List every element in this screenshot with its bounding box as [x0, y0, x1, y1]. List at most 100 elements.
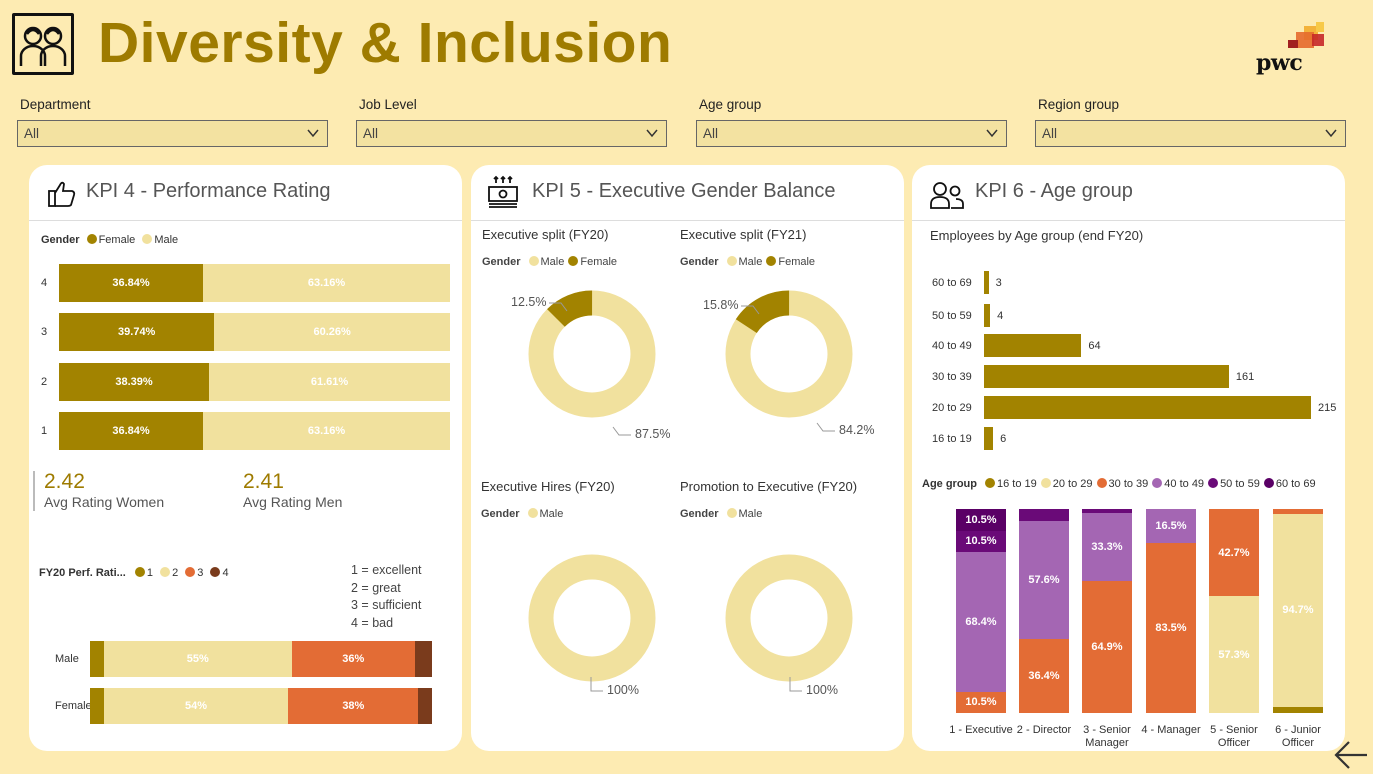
donut-data-label: 84.2%: [839, 423, 875, 437]
chevron-down-icon: [1325, 129, 1337, 138]
avg-rating-women-value: 2.42: [44, 470, 85, 493]
data-label: 38.39%: [115, 376, 153, 388]
legend-dot: [1263, 478, 1274, 488]
donut-title: Executive split (FY20): [482, 227, 609, 242]
bar-rating-4: [418, 688, 432, 724]
age-bar: [984, 427, 994, 450]
legend-r1: 1: [146, 567, 153, 579]
data-label: 68.4%: [965, 615, 997, 628]
legend-item: Female: [778, 256, 816, 268]
legend-dot: [726, 256, 737, 266]
stack-segment: 10.5%: [956, 691, 1006, 713]
pwc-brand-text: pwc: [1256, 50, 1303, 76]
donut-chart: [725, 554, 853, 682]
bar-male: 61.61%: [209, 363, 450, 401]
data-label: 60.26%: [313, 326, 351, 338]
slicer-label: Department: [20, 97, 91, 112]
back-arrow-icon[interactable]: [1333, 740, 1369, 770]
bar-rating-1: [90, 688, 104, 724]
stack-segment: 16.5%: [1146, 509, 1196, 543]
legend-r3-dot: [185, 567, 196, 577]
kpi4-header: KPI 4 - Performance Rating: [29, 165, 462, 221]
legend-r2: 2: [172, 567, 179, 579]
stack-segment: 33.3%: [1082, 512, 1132, 581]
donut-data-label: 15.8%: [703, 298, 739, 312]
kpi5-card: KPI 5 - Executive Gender Balance Executi…: [471, 165, 904, 751]
legend-item: 20 to 29: [1052, 478, 1093, 490]
age-bar-value: 4: [997, 310, 1004, 322]
kpi4-gender-legend: Gender Female Male: [41, 234, 178, 246]
data-label: 83.5%: [1155, 621, 1187, 634]
stack-segment: 36.4%: [1019, 638, 1069, 713]
age-bar: [984, 396, 1311, 419]
legend-title: Gender: [680, 508, 719, 520]
kpi5-title: KPI 5 - Executive Gender Balance: [532, 180, 836, 202]
slicer-dropdown[interactable]: All: [356, 120, 667, 147]
donut-chart: [725, 290, 853, 418]
age-bar-value: 215: [1318, 402, 1337, 414]
data-label: 61.61%: [310, 376, 349, 388]
bar-rating-4: [414, 641, 432, 677]
slicer-value: All: [24, 126, 40, 141]
perf-legend-title: FY20 Perf. Rati...: [39, 567, 126, 579]
stack-segment: 10.5%: [956, 509, 1006, 531]
legend-item: Male: [738, 508, 763, 520]
bar-male: 63.16%: [203, 412, 450, 450]
stack-segment: [1273, 706, 1323, 713]
data-label: 38%: [342, 700, 365, 712]
level-tick-label: 5 - Senior Officer: [1210, 724, 1258, 749]
data-label: 39.74%: [118, 326, 156, 338]
scale-1: 1 = excellent: [351, 563, 422, 577]
legend-dot: [985, 478, 995, 488]
level-tick-label: 6 - Junior Officer: [1275, 724, 1321, 749]
stack-segment: 68.4%: [956, 552, 1006, 692]
slicer-label: Age group: [699, 97, 762, 112]
legend-item: 30 to 39: [1108, 478, 1149, 490]
age-tick-label: 20 to 29: [932, 402, 972, 414]
donut-slice-male: [725, 554, 853, 682]
age-bar: [984, 365, 1229, 388]
donut-slice-female: [528, 290, 656, 418]
data-label: 10.5%: [965, 513, 997, 526]
data-label: 54%: [184, 700, 208, 712]
bar-rating-3: 36%: [291, 641, 415, 677]
legend-dot: [1208, 478, 1219, 488]
age-tick-label: 40 to 49: [932, 340, 972, 352]
data-label: 57.6%: [1028, 573, 1060, 586]
slicer-dropdown[interactable]: All: [1035, 120, 1346, 147]
stack-segment: 64.9%: [1082, 580, 1132, 713]
age-tick-label: 30 to 39: [932, 371, 972, 383]
age-tick-label: 50 to 59: [932, 310, 972, 322]
data-label: 42.7%: [1218, 546, 1250, 559]
slicer-value: All: [1042, 126, 1058, 141]
people-icon: [930, 182, 964, 209]
donut-data-label: 100%: [607, 683, 639, 697]
thumbs-up-icon: [48, 181, 76, 207]
legend-dot: [1040, 478, 1051, 488]
donut-legend: Gender Male: [481, 508, 563, 520]
legend-r3: 3: [197, 567, 204, 579]
donut-title: Executive Hires (FY20): [481, 479, 615, 494]
stack-segment: [1019, 509, 1069, 522]
chevron-down-icon: [307, 129, 319, 138]
kpi5-header: KPI 5 - Executive Gender Balance: [471, 165, 904, 221]
legend-item: Male: [540, 256, 565, 268]
donut-legend: Gender Male Female: [482, 256, 617, 268]
legend-female: Female: [98, 234, 136, 246]
legend-item: Female: [580, 256, 618, 268]
donut-slice-male: [528, 554, 656, 682]
slicer-dropdown[interactable]: All: [17, 120, 328, 147]
money-stack-icon: [488, 175, 518, 208]
scale-4: 4 = bad: [351, 615, 394, 630]
slicer-dropdown[interactable]: All: [696, 120, 1007, 147]
data-label: 10.5%: [965, 696, 997, 709]
legend-title: Age group: [922, 478, 977, 490]
age-bar: [984, 304, 991, 327]
perf-rating-legend: FY20 Perf. Rati... 1 2 3 4: [39, 567, 229, 579]
slicer-value: All: [363, 126, 379, 141]
legend-dot: [568, 256, 579, 266]
age-bar: [984, 271, 989, 294]
bar-female: 36.84%: [59, 412, 204, 450]
pwc-logo: pwc: [1256, 20, 1336, 82]
legend-dot: [1152, 478, 1163, 488]
